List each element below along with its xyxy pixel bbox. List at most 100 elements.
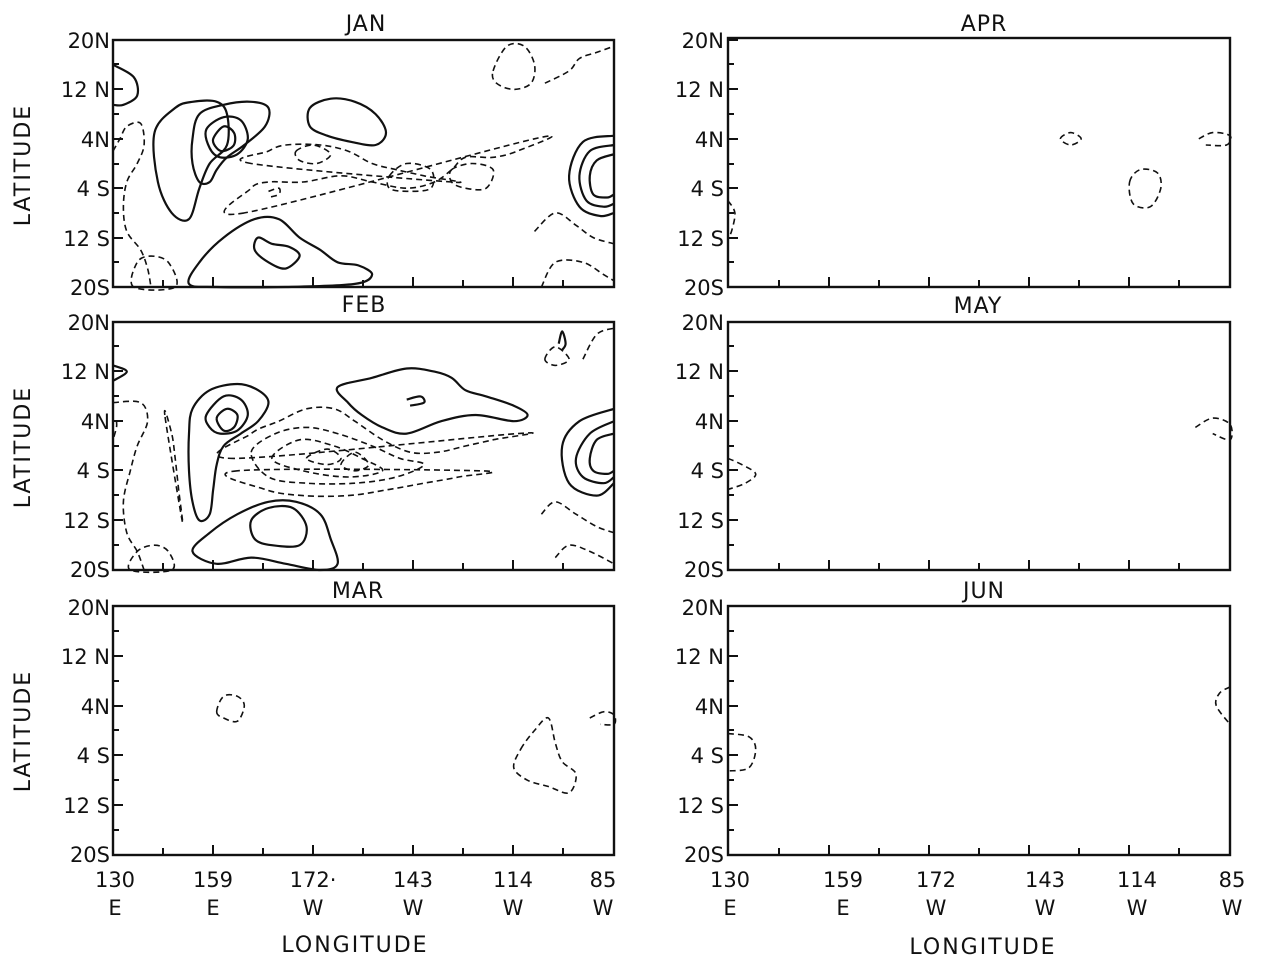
y-tick-label: 20N xyxy=(682,311,724,335)
contour-dashed xyxy=(540,501,615,534)
x-tick-label: W xyxy=(1222,896,1243,920)
plot-frame xyxy=(726,604,1232,857)
x-tick-label: 159 xyxy=(193,868,233,892)
y-tick-label: 4N xyxy=(695,410,724,434)
y-axis-label: LATITUDE xyxy=(11,670,36,792)
panel-apr: APR 20N 12 N 4N 4 S 12 S 20S xyxy=(675,12,1232,300)
y-tick-label: 12 S xyxy=(63,509,110,533)
contour-dashed xyxy=(271,438,384,478)
contour-solid xyxy=(252,236,301,270)
y-tick-label: 20S xyxy=(684,558,724,582)
y-tick-labels: 20N 12 N 4N 4 S 12 S 20S xyxy=(675,29,724,300)
ticks xyxy=(728,605,1180,856)
x-tick-label: 114 xyxy=(493,868,533,892)
plot-frame xyxy=(111,38,616,289)
contour-dashed xyxy=(544,45,615,84)
plot-frame xyxy=(111,320,616,572)
x-tick-label: E xyxy=(108,896,121,920)
x-tick-label: 143 xyxy=(1025,868,1065,892)
y-tick-labels: 20N 12 N 4N 4 S 12 S 20S xyxy=(675,596,724,867)
contour-dashed xyxy=(112,121,152,288)
y-tick-labels: 20N 12 N 4N 4 S 12 S 20S xyxy=(675,311,724,582)
contour-solid xyxy=(211,125,237,153)
contours xyxy=(727,417,1233,491)
contour-dashed xyxy=(1194,417,1233,441)
panel-jun: JUN 20N 12 N 4N 4 S 12 S 20S 130 E xyxy=(675,579,1245,960)
panel-title: JAN xyxy=(344,12,387,37)
y-tick-label: 20S xyxy=(70,558,110,582)
panel-title: JUN xyxy=(961,579,1005,604)
x-tick-label: W xyxy=(593,896,614,920)
y-tick-label: 20N xyxy=(682,596,724,620)
contour-dashed xyxy=(1059,131,1082,146)
panel-title: APR xyxy=(961,12,1008,37)
y-tick-labels: 20N 12 N 4N 4 S 12 S 20S xyxy=(61,311,110,582)
contour-dashed xyxy=(533,212,615,245)
contour-dashed xyxy=(305,448,342,466)
contour-dashed xyxy=(223,135,553,216)
contour-dashed xyxy=(130,255,178,291)
y-tick-label: 12 N xyxy=(61,360,110,384)
contour-dashed xyxy=(512,716,578,794)
x-tick-label: W xyxy=(503,896,524,920)
x-tick-labels: 130 E 159 E 172· W 143 W 114 W 85 W xyxy=(95,868,616,920)
contour-dashed xyxy=(540,259,615,288)
x-tick-label: W xyxy=(303,896,324,920)
y-tick-label: 12 S xyxy=(63,794,110,818)
y-tick-label: 4N xyxy=(81,695,110,719)
contour-dashed xyxy=(1198,131,1232,147)
x-tick-label: 172· xyxy=(290,868,337,892)
y-tick-label: 12 N xyxy=(61,645,110,669)
contour-solid xyxy=(588,432,615,475)
contour-solid xyxy=(191,499,340,572)
y-tick-label: 12 S xyxy=(677,794,724,818)
panel-title: MAY xyxy=(954,294,1003,319)
contour-dashed xyxy=(294,144,332,165)
contour-dashed xyxy=(448,162,495,191)
y-tick-label: 4N xyxy=(695,695,724,719)
ticks xyxy=(728,321,1180,571)
contours xyxy=(112,42,615,291)
x-tick-label: 143 xyxy=(393,868,433,892)
y-tick-label: 12 N xyxy=(675,645,724,669)
plot-frame xyxy=(111,604,616,857)
contour-solid xyxy=(335,367,529,435)
y-tick-label: 20S xyxy=(684,276,724,300)
contour-solid xyxy=(204,115,249,159)
x-tick-label: 130 xyxy=(710,868,750,892)
panel-mar: MAR 20N 12 N 4N 4 S 12 S 20S LATITUDE 13… xyxy=(11,579,616,958)
contour-dashed xyxy=(215,406,534,460)
x-tick-label: 85 xyxy=(590,868,617,892)
contours xyxy=(727,686,1231,772)
contour-solid xyxy=(557,330,567,351)
contour-solid xyxy=(578,143,615,208)
contour-dashed xyxy=(727,732,757,772)
contour-dashed xyxy=(215,693,246,723)
x-axis-label: LONGITUDE xyxy=(281,933,428,958)
contour-solid xyxy=(588,153,615,199)
contour-dashed xyxy=(239,143,462,184)
contour-solid xyxy=(560,407,615,497)
y-tick-label: 12 S xyxy=(677,509,724,533)
contours xyxy=(727,131,1232,239)
y-tick-label: 20N xyxy=(68,596,110,620)
y-tick-label: 4 S xyxy=(691,459,724,483)
contour-solid xyxy=(112,63,140,107)
x-tick-label: E xyxy=(836,896,849,920)
ticks xyxy=(113,321,564,571)
contour-dashed xyxy=(127,544,176,574)
contour-dashed xyxy=(224,468,494,498)
contour-dashed xyxy=(727,200,736,239)
x-tick-labels: 130 E 159 E 172 W 143 W 114 W 85 W xyxy=(710,868,1245,920)
contour-dashed xyxy=(1214,686,1231,725)
y-tick-label: 4N xyxy=(81,410,110,434)
plot-frame xyxy=(726,36,1232,289)
y-tick-label: 20N xyxy=(68,29,110,53)
x-tick-label: E xyxy=(723,896,736,920)
panel-jan: JAN 20N 12 N 4N 4 S 12 S 20S LATITUDE xyxy=(11,12,616,300)
y-tick-label: 4 S xyxy=(77,459,110,483)
contour-solid xyxy=(567,134,615,218)
y-tick-label: 20S xyxy=(70,276,110,300)
ticks xyxy=(113,39,564,288)
